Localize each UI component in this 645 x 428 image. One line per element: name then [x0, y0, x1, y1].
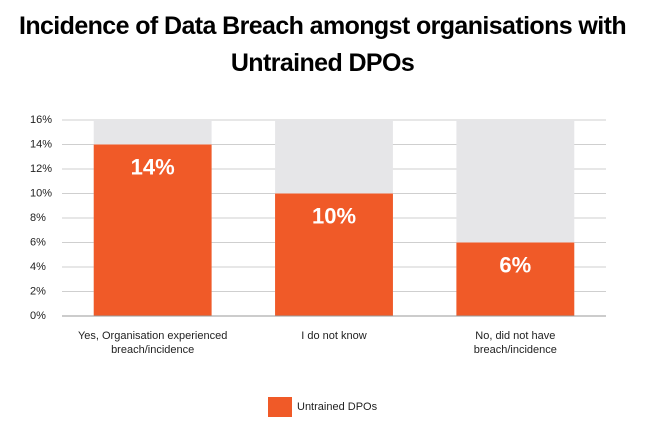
legend-label: Untrained DPOs	[297, 401, 378, 413]
y-tick-label: 0%	[30, 310, 46, 322]
value-label: 10%	[312, 203, 356, 228]
bar	[93, 144, 212, 316]
y-tick-label: 16%	[30, 114, 52, 126]
y-tick-label: 8%	[30, 212, 46, 224]
y-tick-label: 12%	[30, 163, 52, 175]
value-label: 14%	[131, 154, 175, 179]
y-tick-label: 4%	[30, 261, 46, 273]
bar	[275, 193, 393, 316]
legend-swatch	[268, 397, 292, 417]
y-tick-label: 14%	[30, 138, 52, 150]
y-tick-label: 2%	[30, 285, 46, 297]
x-tick-label: Yes, Organisation experienced breach/inc…	[77, 330, 228, 356]
y-tick-label: 10%	[30, 187, 52, 199]
y-tick-label: 6%	[30, 236, 46, 248]
value-label: 6%	[499, 252, 531, 277]
bar	[456, 242, 575, 316]
x-tick-label: No, did not have breach/incidence	[473, 330, 557, 356]
chart-title: Incidence of Data Breach amongst organis…	[18, 12, 627, 77]
x-tick-label: I do not know	[301, 330, 367, 342]
